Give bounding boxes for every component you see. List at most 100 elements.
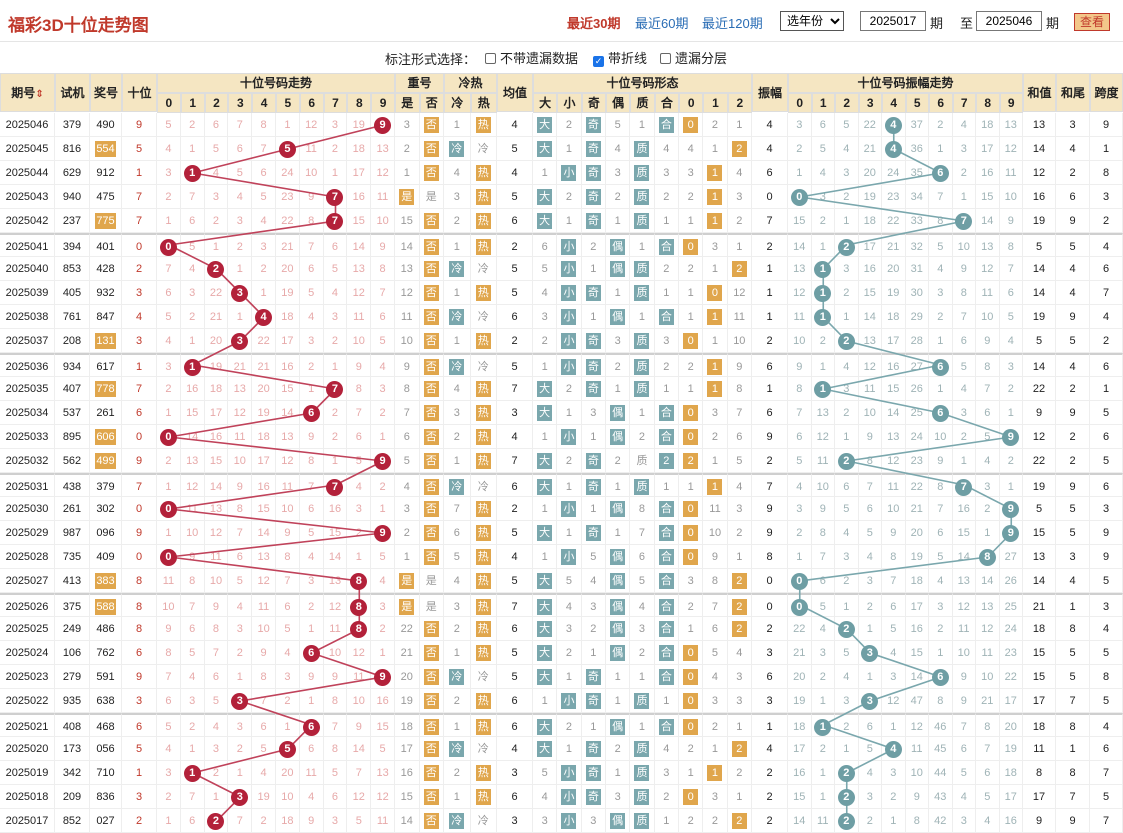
shape-cell-4: 质 <box>630 785 655 809</box>
checkbox-icon[interactable] <box>485 53 496 64</box>
shape-cell-2-value: 奇 <box>585 479 601 496</box>
to-issue-input[interactable] <box>976 11 1042 31</box>
trend-missing: 2 <box>228 233 253 257</box>
amp-ball: 0 <box>788 593 812 617</box>
shape-cell-6: 2 <box>679 737 704 761</box>
tail-cell: 5 <box>1056 521 1090 545</box>
amp-cell: 6 <box>752 665 788 689</box>
trend-missing: 7 <box>347 401 372 425</box>
repeat-no-value: 否 <box>423 501 439 518</box>
link-recent-30[interactable]: 最近30期 <box>567 16 621 31</box>
shape-cell-5: 合 <box>654 497 679 521</box>
issue-cell: 2025045 <box>0 137 55 161</box>
tens-cell: 6 <box>122 641 157 665</box>
amp-missing: 19 <box>905 545 929 569</box>
trend-ball: 9 <box>371 665 395 689</box>
trend-missing: 6 <box>180 809 205 833</box>
trend-missing: 5 <box>299 521 324 545</box>
trial-cell: 173 <box>55 737 90 761</box>
shape-cell-5-value: 合 <box>658 599 674 616</box>
amp-missing: 14 <box>976 209 1000 233</box>
sum-cell: 13 <box>1023 545 1056 569</box>
amp-missing: 1 <box>929 329 953 353</box>
hot-cell-value: 热 <box>475 573 491 590</box>
shape-cell-0-value: 大 <box>537 599 553 616</box>
repeat-yes: 14 <box>395 233 420 257</box>
prize-cell: 591 <box>90 665 122 689</box>
avg-cell: 4 <box>497 737 533 761</box>
view-button[interactable]: 查看 <box>1074 13 1110 31</box>
from-issue-input[interactable] <box>860 11 926 31</box>
header-trend: 十位号码走势 <box>157 73 395 93</box>
shape-cell-7: 1 <box>703 185 728 209</box>
trial-cell: 413 <box>55 569 90 593</box>
option-no-missing[interactable]: 不带遗漏数据 <box>485 48 578 67</box>
shape-cell-7: 2 <box>703 425 728 449</box>
repeat-yes-value: 是 <box>399 599 415 616</box>
shape-cell-1-value: 小 <box>561 549 577 566</box>
trend-ball-value: 8 <box>350 572 368 590</box>
trend-missing: 7 <box>157 257 181 281</box>
trend-ball: 6 <box>299 713 324 737</box>
trend-missing: 3 <box>157 353 181 377</box>
header-amp-digit-4: 4 <box>882 93 906 113</box>
repeat-no: 否 <box>419 161 444 185</box>
shape-cell-0: 1 <box>533 689 558 713</box>
shape-cell-4-value: 质 <box>634 189 650 206</box>
repeat-no-value: 否 <box>423 765 439 782</box>
shape-cell-4: 质 <box>630 449 655 473</box>
amp-missing: 6 <box>882 593 906 617</box>
shape-cell-0: 大 <box>533 569 558 593</box>
shape-cell-3-value: 偶 <box>610 429 626 446</box>
shape-cell-0-value: 大 <box>537 645 553 662</box>
trend-missing: 3 <box>347 497 372 521</box>
checkbox-icon[interactable] <box>660 53 671 64</box>
prize-cell: 428 <box>90 257 122 281</box>
trend-ball-value: 3 <box>231 284 249 302</box>
tens-cell: 3 <box>122 785 157 809</box>
trend-missing: 6 <box>299 257 324 281</box>
span-cell: 7 <box>1090 809 1123 833</box>
shape-cell-2: 奇 <box>581 521 606 545</box>
shape-cell-7: 10 <box>703 521 728 545</box>
issue-cell: 2025019 <box>0 761 55 785</box>
shape-cell-7: 1 <box>703 377 728 401</box>
trend-missing: 2 <box>204 209 229 233</box>
amp-missing: 4 <box>858 545 882 569</box>
shape-cell-3: 3 <box>606 785 631 809</box>
prize-cell: 606 <box>90 425 122 449</box>
year-select[interactable]: 选年份 <box>780 11 844 31</box>
link-recent-120[interactable]: 最近120期 <box>702 16 763 31</box>
repeat-no-value: 否 <box>423 669 439 686</box>
trend-missing: 9 <box>180 545 205 569</box>
prize-cell: 932 <box>90 281 122 305</box>
sum-cell: 11 <box>1023 737 1056 761</box>
shape-cell-7: 1 <box>703 257 728 281</box>
amp-missing: 20 <box>882 257 906 281</box>
prize-cell: 302 <box>90 497 122 521</box>
header-repeat-sub-1: 否 <box>419 93 444 113</box>
amp-missing: 5 <box>858 737 882 761</box>
amp-missing: 12 <box>882 449 906 473</box>
option-layered[interactable]: 遗漏分层 <box>660 48 727 67</box>
header-digit-4: 4 <box>252 93 276 113</box>
checkbox-checked-icon[interactable]: ✓ <box>593 56 604 67</box>
trend-missing: 22 <box>252 329 276 353</box>
amp-missing: 8 <box>976 353 1000 377</box>
shape-cell-2: 5 <box>581 545 606 569</box>
trend-missing: 19 <box>347 113 372 137</box>
shape-cell-2: 奇 <box>581 377 606 401</box>
shape-cell-2-value: 奇 <box>585 141 601 158</box>
tail-cell: 5 <box>1056 233 1090 257</box>
amp-cell: 6 <box>752 161 788 185</box>
shape-cell-7: 1 <box>703 305 728 329</box>
header-issue[interactable]: 期号⇕ <box>0 73 55 112</box>
link-recent-60[interactable]: 最近60期 <box>635 16 689 31</box>
shape-cell-7: 3 <box>703 401 728 425</box>
shape-cell-1-value: 小 <box>561 501 577 518</box>
trend-missing: 12 <box>347 785 372 809</box>
shape-cell-7: 2 <box>703 713 728 737</box>
trend-missing: 1 <box>157 521 181 545</box>
sort-icon[interactable]: ⇕ <box>35 89 44 100</box>
option-with-line[interactable]: ✓ 带折线 <box>593 51 648 67</box>
